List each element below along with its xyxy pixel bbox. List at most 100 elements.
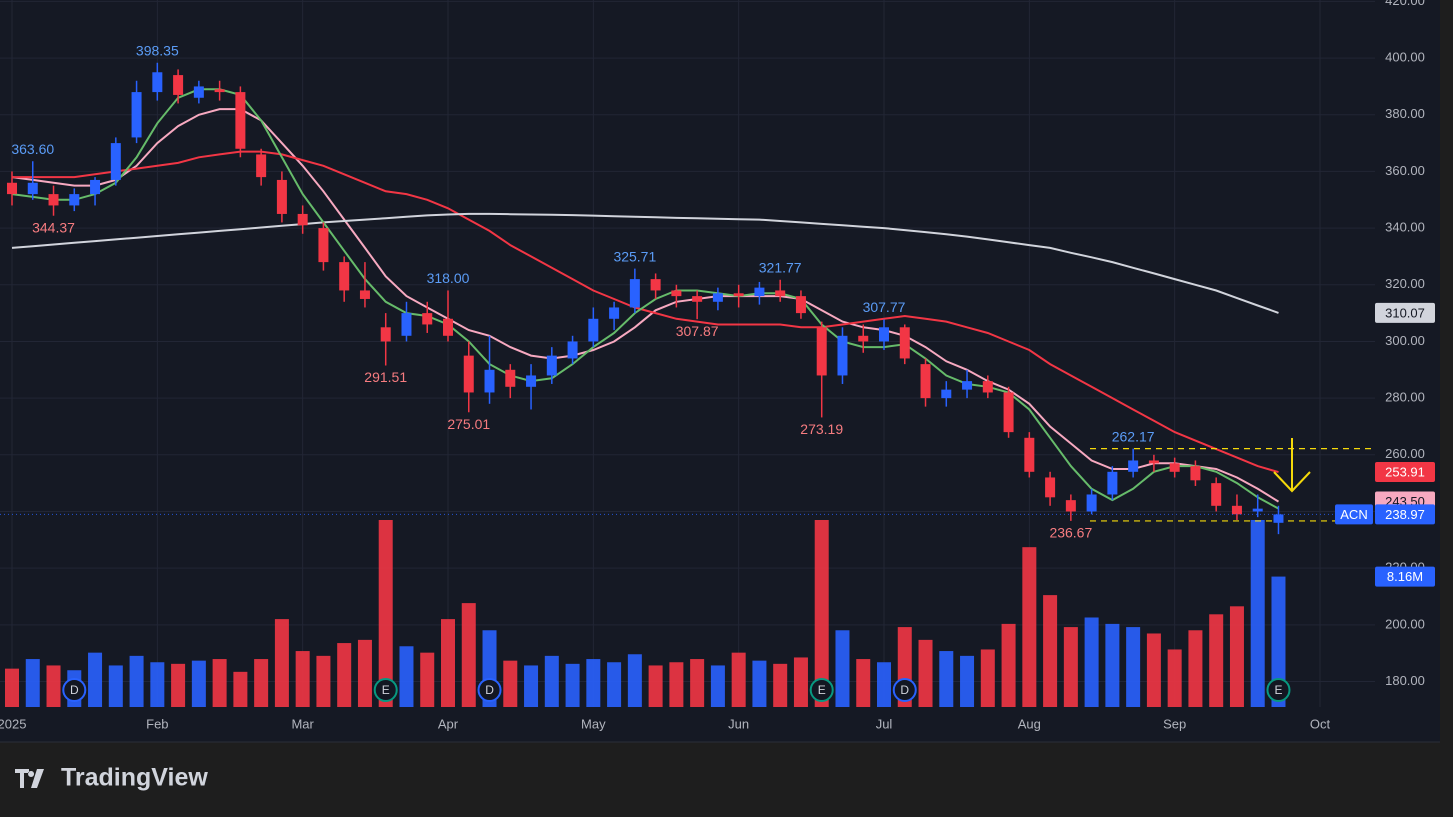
- low-label: 344.37: [32, 219, 75, 235]
- candle-layer: [7, 62, 1284, 535]
- volume-bar: [731, 652, 746, 707]
- candle-body: [69, 194, 80, 206]
- close-last-label: 238.97: [1385, 507, 1425, 522]
- x-tick-label: Jun: [728, 716, 749, 731]
- event-label: D: [900, 683, 909, 697]
- candle-body: [131, 92, 142, 138]
- event-label: D: [70, 683, 79, 697]
- volume-bar: [5, 668, 19, 707]
- y-tick-label: 400.00: [1385, 50, 1425, 65]
- candle-body: [1065, 500, 1076, 512]
- volume-bar: [337, 643, 352, 707]
- candle-body: [1231, 505, 1242, 515]
- ma-last-label: 310.07: [1385, 305, 1425, 320]
- volume-bar: [835, 630, 850, 707]
- volume-bar: [877, 662, 891, 707]
- candle-body: [463, 355, 474, 393]
- high-label: 325.71: [613, 248, 656, 264]
- arrow-head: [1273, 471, 1311, 493]
- annotation-layer: 363.60 344.37 398.35 291.51 318.00 275.01 325.…: [11, 42, 1291, 702]
- candle-body: [692, 296, 703, 302]
- x-tick-label: Aug: [1018, 716, 1041, 731]
- volume-bar: [544, 655, 559, 707]
- volume-bar: [212, 659, 227, 707]
- high-label: 321.77: [759, 259, 802, 275]
- volume-bar: [88, 652, 103, 707]
- brand-logo: [15, 769, 44, 788]
- volume-bar: [108, 665, 123, 707]
- candle-body: [629, 279, 640, 308]
- low-label: 236.67: [1049, 525, 1092, 541]
- volume-bar: [793, 657, 808, 707]
- candle-body: [879, 327, 889, 342]
- volume-bar: [773, 663, 788, 707]
- volume-bar: [316, 655, 331, 707]
- volume-bar: [46, 665, 61, 707]
- high-label: 307.77: [863, 299, 906, 315]
- candle-body: [1045, 477, 1056, 498]
- candle-body: [609, 307, 620, 319]
- event-label: D: [485, 683, 494, 697]
- volume-bar: [1084, 617, 1099, 707]
- y-tick-label: 320.00: [1385, 276, 1425, 291]
- volume-bar: [461, 603, 476, 707]
- volume-bar: [150, 662, 165, 707]
- x-tick-label: Mar: [291, 716, 314, 731]
- candle-body: [1003, 392, 1014, 433]
- candle-body: [899, 327, 910, 359]
- x-tick-label: Sep: [1163, 716, 1186, 731]
- x-tick-label: May: [581, 716, 606, 731]
- arrow: [1273, 438, 1311, 493]
- y-tick-label: 380.00: [1385, 106, 1425, 121]
- volume-bar: [690, 659, 705, 707]
- candle-body: [1252, 508, 1263, 512]
- volume-bar: [669, 662, 684, 707]
- close-last-label-box: [1375, 504, 1435, 525]
- candle-body: [339, 262, 350, 291]
- candle-body: [359, 290, 370, 299]
- volume-bar: [1229, 606, 1244, 707]
- volume-bar: [129, 655, 144, 707]
- volume-bar: [586, 659, 601, 707]
- grid-layer: [0, 0, 1375, 707]
- moving-average: [11, 108, 1280, 503]
- candle-body: [837, 335, 848, 376]
- volume-bar: [191, 660, 206, 707]
- candle-body: [422, 313, 433, 325]
- y-tick-label: 200.00: [1385, 616, 1425, 631]
- candle-body: [443, 318, 453, 336]
- volume-bar: [254, 659, 269, 707]
- candle-body: [152, 72, 163, 93]
- event-marker: [477, 678, 502, 702]
- volume-bar: [25, 659, 40, 707]
- candle-body: [256, 154, 267, 178]
- x-tick-label: Feb: [146, 716, 168, 731]
- y-tick-label: 300.00: [1385, 333, 1425, 348]
- y-tick-label: 260.00: [1385, 446, 1425, 461]
- volume-bar: [357, 639, 372, 707]
- candle-body: [1190, 466, 1201, 481]
- volume-bar: [1043, 595, 1058, 707]
- volume-bar: [607, 662, 622, 707]
- volume-bar: [1167, 649, 1182, 707]
- event-marker: [62, 678, 87, 702]
- y-tick-label: 180.00: [1385, 673, 1425, 688]
- volume-bar: [503, 660, 518, 707]
- candle-body: [567, 341, 578, 359]
- volume-bar: [171, 663, 186, 707]
- symbol-label: ACN: [1340, 507, 1367, 522]
- candle-body: [276, 179, 287, 214]
- x-tick-label: Jul: [876, 716, 893, 731]
- volume-bar: [1063, 627, 1078, 707]
- volume-bar: [295, 651, 310, 707]
- volume-bar: [399, 646, 414, 707]
- volume-bar: [980, 649, 995, 707]
- event-label: E: [1274, 683, 1282, 697]
- brand-name: TradingView: [61, 764, 208, 792]
- volume-last-label: 8.16M: [1387, 569, 1423, 584]
- volume-bar: [420, 652, 435, 707]
- moving-average: [11, 212, 1279, 314]
- volume-bar: [1105, 623, 1120, 707]
- candle-body: [1148, 460, 1159, 464]
